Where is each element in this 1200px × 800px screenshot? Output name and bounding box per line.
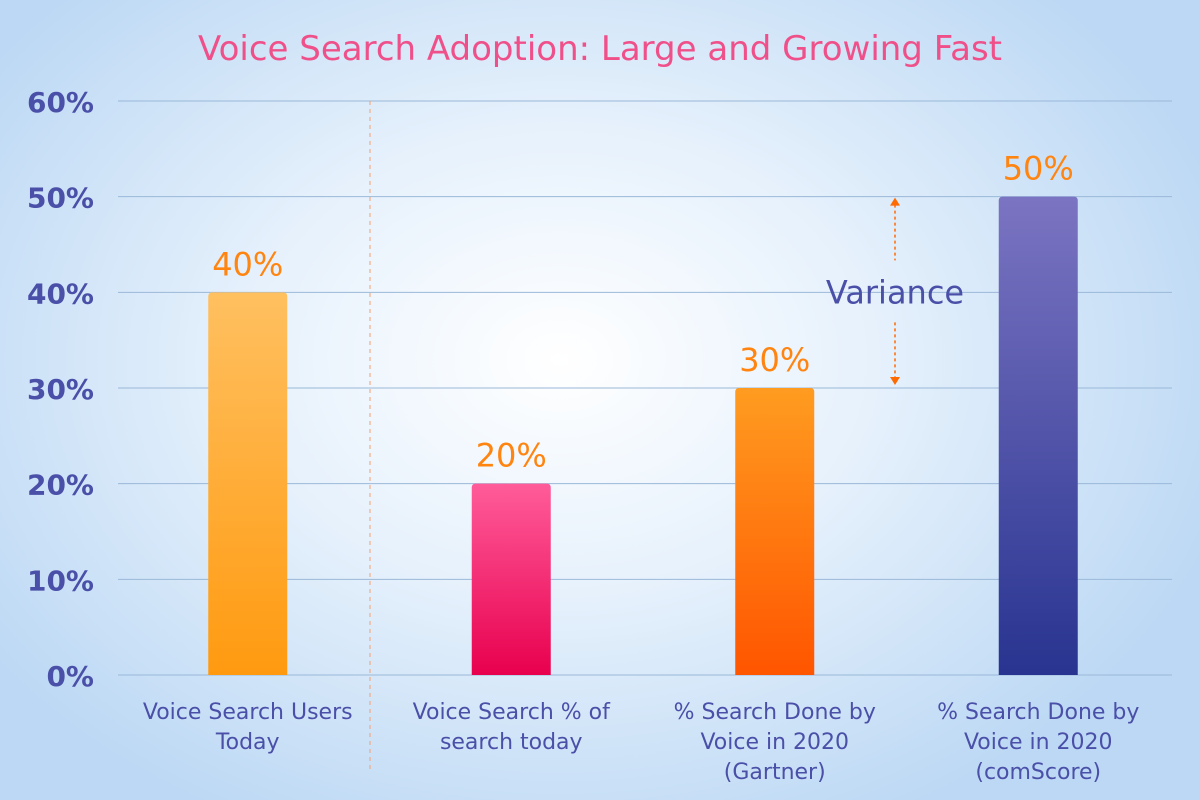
y-tick-label: 50% xyxy=(27,182,94,215)
bar xyxy=(998,196,1078,675)
y-tick-label: 60% xyxy=(27,86,94,119)
x-tick-label: Voice in 2020 xyxy=(700,730,849,755)
x-tick-label: Voice Search % of xyxy=(413,700,611,725)
data-label: 50% xyxy=(1003,150,1074,188)
y-tick-label: 10% xyxy=(27,564,94,597)
x-axis: Voice Search Users Today Voice Search % of… xyxy=(143,700,1140,785)
bar xyxy=(471,483,551,675)
data-label: 30% xyxy=(739,341,810,379)
y-tick-label: 20% xyxy=(27,469,94,502)
x-tick-label: Voice in 2020 xyxy=(964,730,1113,755)
x-tick-label: % Search Done by xyxy=(937,700,1139,725)
arrow-up-icon xyxy=(890,197,900,206)
x-tick-label: Voice Search Users xyxy=(143,700,353,725)
y-tick-label: 0% xyxy=(46,660,94,693)
data-label: 40% xyxy=(212,245,283,283)
bar xyxy=(735,388,815,675)
x-tick-label: (Gartner) xyxy=(724,760,826,785)
x-tick-label: (comScore) xyxy=(975,760,1101,785)
y-tick-label: 40% xyxy=(27,277,94,310)
variance-label: Variance xyxy=(826,273,964,311)
x-tick-label: % Search Done by xyxy=(674,700,876,725)
x-tick-label: Today xyxy=(215,730,280,755)
y-axis: 0% 10% 20% 30% 40% 50% 60% xyxy=(27,86,94,693)
data-label: 20% xyxy=(476,437,547,475)
arrow-down-icon xyxy=(890,377,900,385)
y-tick-label: 30% xyxy=(27,373,94,406)
bars: 40% 20% 30% 50% xyxy=(208,150,1078,675)
bar xyxy=(208,292,288,675)
variance-annotation: Variance xyxy=(826,197,964,385)
gridlines xyxy=(118,100,1172,676)
chart-title: Voice Search Adoption: Large and Growing… xyxy=(198,29,1002,69)
x-tick-label: search today xyxy=(440,730,583,755)
